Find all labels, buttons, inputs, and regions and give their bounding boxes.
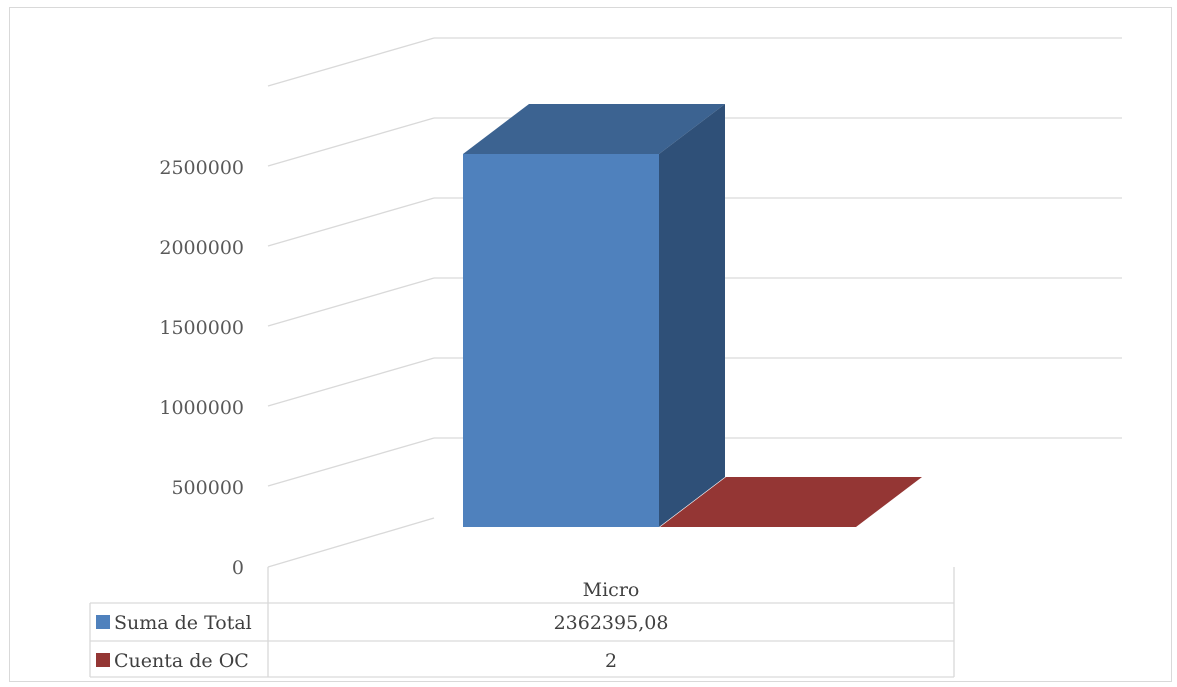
bars <box>463 104 922 527</box>
y-tick-label: 2000000 <box>159 237 244 259</box>
table-value: 2 <box>605 650 617 672</box>
legend-swatch <box>96 615 110 629</box>
y-tick-label: 1500000 <box>159 317 244 339</box>
series-name: Suma de Total <box>114 612 252 634</box>
gridline-side <box>267 117 435 167</box>
bar-side-suma-de-total <box>659 104 725 527</box>
category-label: Micro <box>583 579 640 601</box>
y-tick-label: 1000000 <box>159 397 244 419</box>
chart-frame <box>9 7 1172 682</box>
gridline-side <box>267 437 435 487</box>
floor-edge <box>267 517 435 568</box>
y-tick-label: 500000 <box>171 477 244 499</box>
y-axis-ticks: 0 500000 1000000 1500000 2000000 2500000 <box>159 157 244 579</box>
legend-swatch <box>96 653 110 667</box>
gridline-side <box>267 277 435 327</box>
data-table: Suma de Total 2362395,08 Cuenta de OC 2 <box>89 602 954 678</box>
gridline-side <box>267 357 435 407</box>
gridline-side <box>267 37 435 87</box>
y-tick-label: 2500000 <box>159 157 244 179</box>
gridline-side <box>267 197 435 247</box>
bar-suma-de-total <box>463 154 659 527</box>
bar-top-suma-de-total <box>463 104 725 154</box>
bar-cuenta-de-oc <box>660 477 922 527</box>
y-tick-label: 0 <box>232 557 244 579</box>
table-value: 2362395,08 <box>554 612 669 634</box>
series-name: Cuenta de OC <box>114 650 249 672</box>
